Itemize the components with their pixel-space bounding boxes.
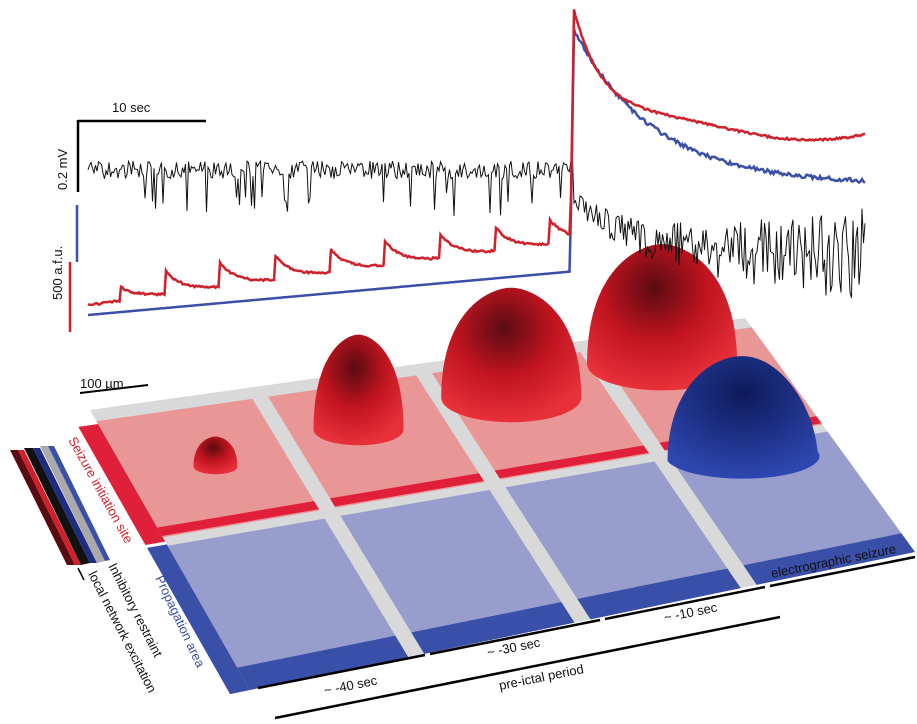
seizure-surface bbox=[441, 288, 581, 422]
seizure-surface bbox=[314, 335, 404, 446]
traces bbox=[88, 9, 865, 315]
voltage-trace bbox=[88, 160, 865, 298]
timeline-minus40: ~ -40 sec bbox=[323, 672, 379, 697]
timeline-minus10: ~ -10 sec bbox=[663, 599, 719, 624]
space-scale-label: 100 µm bbox=[80, 376, 124, 391]
legend-leader bbox=[78, 568, 84, 580]
voltage-scale-label: 0.2 mV bbox=[55, 148, 70, 190]
fluorescence-scale-label: 500 a.f.u. bbox=[50, 246, 65, 300]
inhibitory-trace bbox=[88, 29, 865, 315]
figure: 10 sec 0.2 mV 500 a.f.u. 100 µm Seizure … bbox=[0, 0, 917, 724]
excitation-trace bbox=[88, 9, 865, 305]
time-scale-label: 10 sec bbox=[112, 100, 151, 115]
